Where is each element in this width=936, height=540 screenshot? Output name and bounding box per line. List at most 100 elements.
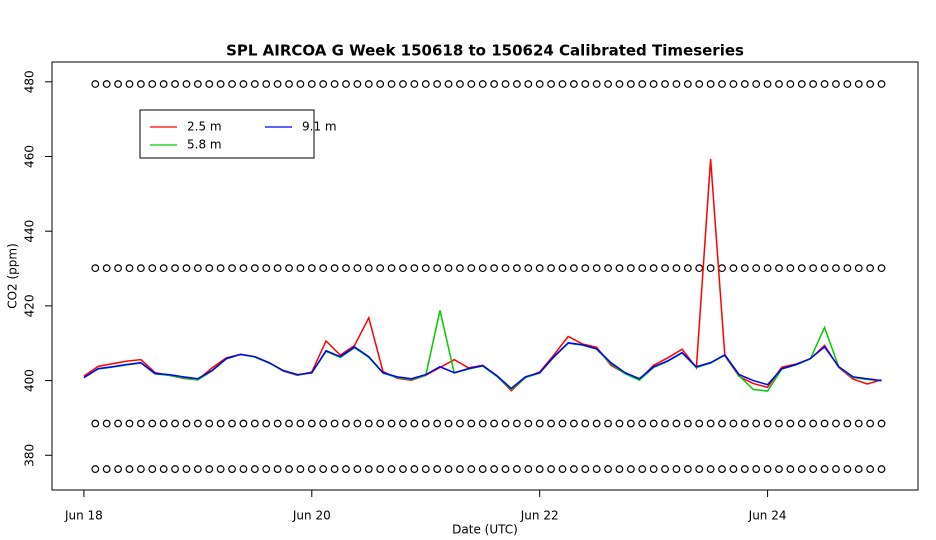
calibration-point xyxy=(216,465,225,473)
calibration-point xyxy=(763,419,772,428)
calibration-point xyxy=(114,465,122,473)
calibration-point xyxy=(456,419,464,428)
calibration-point xyxy=(809,80,818,88)
calibration-point xyxy=(501,80,510,88)
calibration-point xyxy=(763,465,772,473)
calibration-point xyxy=(513,419,521,428)
calibration-point xyxy=(775,465,783,473)
calibration-point xyxy=(809,264,818,273)
legend-label: 2.5 m xyxy=(187,120,222,134)
calibration-point xyxy=(626,80,635,88)
calibration-point xyxy=(273,465,282,473)
calibration-point xyxy=(524,419,533,428)
calibration-point xyxy=(285,419,293,428)
x-axis-label: Date (UTC) xyxy=(452,523,518,537)
calibration-point xyxy=(456,264,464,273)
calibration-point xyxy=(706,264,715,273)
calibration-point xyxy=(216,419,225,428)
calibration-point xyxy=(877,80,886,88)
calibration-point xyxy=(843,419,852,428)
calibration-point xyxy=(604,465,612,473)
x-tick-label: Jun 22 xyxy=(520,509,559,523)
calibration-point xyxy=(558,465,567,473)
calibration-point xyxy=(786,80,795,88)
calibration-point xyxy=(114,264,122,273)
calibration-point xyxy=(307,264,316,273)
calibration-point xyxy=(296,465,305,473)
calibration-point xyxy=(148,80,157,88)
calibration-point xyxy=(216,80,225,88)
calibration-point xyxy=(569,80,578,88)
calibration-point xyxy=(433,465,442,473)
calibration-point xyxy=(649,465,658,473)
calibration-point xyxy=(171,465,179,473)
calibration-point xyxy=(547,419,555,428)
calibration-point xyxy=(342,80,350,88)
x-tick-label: Jun 24 xyxy=(748,509,787,523)
calibration-point xyxy=(775,80,783,88)
calibration-point xyxy=(182,419,191,428)
calibration-point xyxy=(410,419,419,428)
calibration-point xyxy=(524,465,533,473)
calibration-point xyxy=(626,465,635,473)
calibration-point xyxy=(513,80,521,88)
calibration-point xyxy=(649,264,658,273)
calibration-point xyxy=(410,264,419,273)
calibration-point xyxy=(877,264,886,273)
calibration-point xyxy=(706,80,715,88)
calibration-point xyxy=(136,80,145,88)
calibration-point xyxy=(330,419,339,428)
calibration-point xyxy=(91,80,100,88)
calibration-point xyxy=(832,465,840,473)
calibration-point xyxy=(262,80,271,88)
calibration-point xyxy=(740,80,749,88)
calibration-point xyxy=(843,465,852,473)
calibration-point xyxy=(547,465,555,473)
calibration-point xyxy=(752,465,761,473)
calibration-point xyxy=(763,264,772,273)
calibration-point xyxy=(615,80,624,88)
calibration-point xyxy=(433,264,442,273)
calibration-point xyxy=(91,465,100,473)
calibration-point xyxy=(444,419,453,428)
calibration-point xyxy=(376,80,385,88)
y-tick-label: 440 xyxy=(23,220,37,243)
calibration-point xyxy=(478,419,487,428)
calibration-point xyxy=(421,80,430,88)
calibration-point xyxy=(364,80,373,88)
calibration-point xyxy=(102,465,111,473)
calibration-point xyxy=(581,264,590,273)
calibration-point xyxy=(638,80,647,88)
calibration-point xyxy=(695,264,704,273)
calibration-point xyxy=(843,264,852,273)
calibration-point xyxy=(182,465,191,473)
calibration-point xyxy=(820,419,829,428)
calibration-point xyxy=(296,80,305,88)
calibration-point xyxy=(661,465,669,473)
calibration-point xyxy=(467,80,476,88)
calibration-point xyxy=(729,419,738,428)
calibration-point xyxy=(136,465,145,473)
calibration-point xyxy=(399,419,407,428)
calibration-point xyxy=(535,465,544,473)
calibration-point xyxy=(364,419,373,428)
calibration-point xyxy=(114,80,122,88)
calibration-point xyxy=(558,419,567,428)
calibration-point xyxy=(456,465,464,473)
calibration-point xyxy=(740,419,749,428)
calibration-point xyxy=(171,264,179,273)
calibration-point xyxy=(205,80,214,88)
calibration-point xyxy=(467,465,476,473)
calibration-point xyxy=(228,465,236,473)
calibration-point xyxy=(387,465,396,473)
series-line xyxy=(83,342,882,390)
calibration-point xyxy=(638,465,647,473)
calibration-point xyxy=(513,264,521,273)
calibration-point xyxy=(410,80,419,88)
calibration-point xyxy=(205,264,214,273)
calibration-point xyxy=(558,264,567,273)
y-tick-label: 400 xyxy=(23,369,37,392)
calibration-point xyxy=(638,264,647,273)
calibration-point xyxy=(809,419,818,428)
